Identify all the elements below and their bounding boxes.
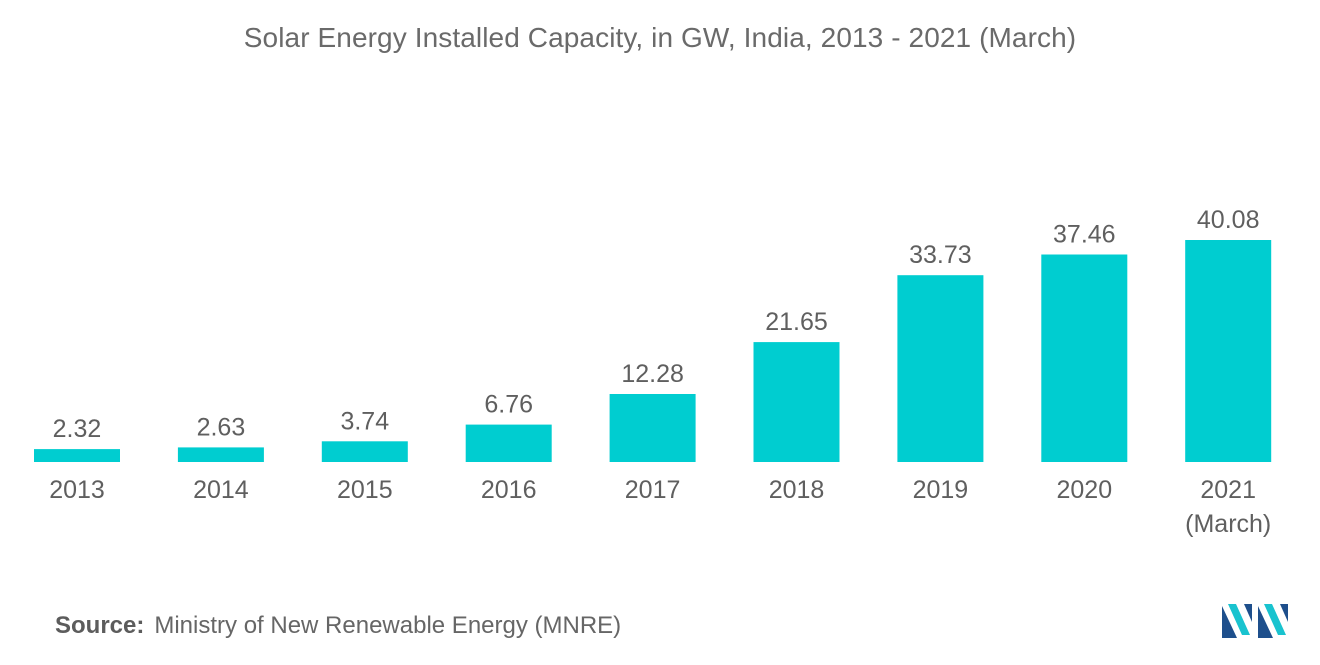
value-label-6: 33.73 [909, 241, 972, 269]
value-label-4: 12.28 [621, 360, 684, 388]
bar-0 [34, 449, 120, 462]
value-label-7: 37.46 [1053, 221, 1116, 249]
value-label-8: 40.08 [1197, 206, 1260, 234]
bar-1 [177, 447, 264, 462]
bar-8 [1185, 240, 1272, 462]
value-labels-layer: 2.32 2.63 3.74 6.76 12.28 21.65 33.73 37.46 40.0… [53, 206, 1260, 443]
bar-2 [321, 441, 408, 462]
bar-3 [465, 424, 552, 462]
value-label-3: 6.76 [484, 391, 533, 419]
source-note: Source: Ministry of New Renewable Energy … [55, 612, 621, 640]
bar-7 [1041, 254, 1128, 462]
x-tick-label-0: 2013 [49, 476, 105, 504]
chart-title: Solar Energy Installed Capacity, in GW, … [243, 22, 1077, 53]
value-label-2: 3.74 [340, 407, 389, 435]
x-tick-label-6: 2019 [913, 476, 969, 504]
value-label-1: 2.63 [197, 413, 246, 441]
x-tick-label-1: 2014 [193, 476, 249, 504]
source-text: Ministry of New Renewable Energy (MNRE) [154, 612, 622, 639]
value-label-5: 21.65 [765, 308, 828, 336]
bars-layer [34, 240, 1272, 462]
x-tick-label-7: 2020 [1056, 476, 1112, 504]
bar-4 [609, 394, 696, 462]
x-tick-label-2: 2015 [337, 476, 393, 504]
bar-6 [897, 275, 984, 462]
source-label: Source: [55, 612, 145, 639]
x-tick-label-8-line-1: (March) [1185, 510, 1271, 538]
x-tick-label-4: 2017 [625, 476, 681, 504]
x-tick-label-8: 2021 [1200, 476, 1256, 504]
value-label-0: 2.32 [53, 415, 102, 443]
x-tick-label-3: 2016 [481, 476, 537, 504]
bar-5 [753, 342, 840, 462]
x-tick-label-5: 2018 [769, 476, 825, 504]
bar-chart: 2.32 2.63 3.74 6.76 12.28 21.65 33.73 37.46 40.0… [34, 206, 1272, 538]
x-tick-labels-layer: 2013 2014 2015 2016 2017 2018 2019 2020 2021 (Mar… [49, 476, 1271, 538]
mordor-intelligence-logo-icon [1222, 604, 1288, 638]
